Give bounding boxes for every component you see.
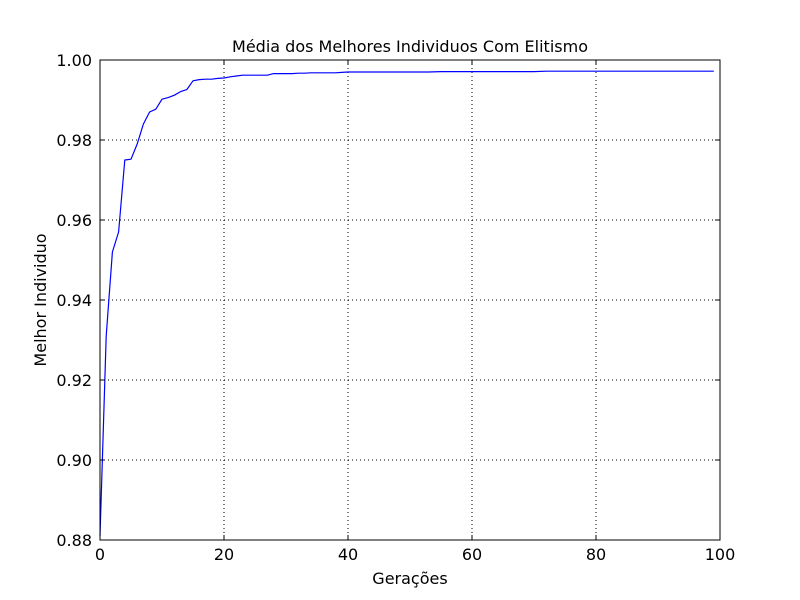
y-tick-label: 0.88 [56, 531, 92, 550]
grid-layer [100, 60, 720, 540]
chart-title: Média dos Melhores Individuos Com Elitis… [232, 37, 588, 56]
x-tick-label: 0 [95, 545, 105, 564]
series-line [99, 70, 714, 537]
x-tick-label: 20 [214, 545, 234, 564]
y-tick-label: 0.94 [56, 291, 92, 310]
series-layer [99, 70, 714, 537]
y-tick-label: 0.90 [56, 451, 92, 470]
x-tick-label: 40 [338, 545, 358, 564]
x-tick-label: 60 [462, 545, 482, 564]
x-tick-label: 100 [705, 545, 736, 564]
y-axis-label: Melhor Individuo [31, 233, 50, 366]
tick-labels-layer: 0 20 40 60 80 100 0.88 0.90 0.92 0.94 0.96 0.98 1.00 [56, 51, 735, 564]
ticks-layer [99, 59, 721, 541]
y-tick-label: 0.96 [56, 211, 92, 230]
x-tick-label: 80 [586, 545, 606, 564]
y-tick-label: 0.98 [56, 131, 92, 150]
x-axis-label: Gerações [372, 569, 447, 588]
y-tick-label: 0.92 [56, 371, 92, 390]
y-tick-label: 1.00 [56, 51, 92, 70]
